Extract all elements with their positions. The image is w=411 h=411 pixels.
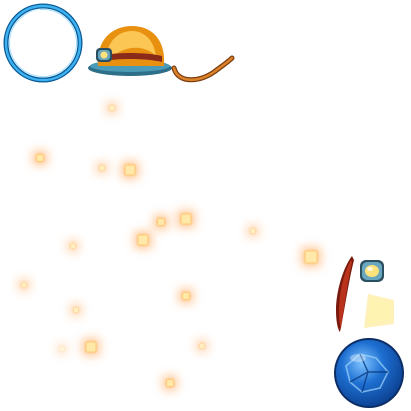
helmet-lamp-icon xyxy=(358,256,388,286)
ember-spark-icon xyxy=(167,380,173,386)
blue-ring-icon xyxy=(2,2,84,84)
ember-spark-icon xyxy=(37,155,43,161)
blue-crystal-orb-icon xyxy=(332,336,406,410)
ember-spark-icon xyxy=(86,342,96,352)
ember-spark-icon xyxy=(74,308,78,312)
ember-spark-icon xyxy=(183,293,189,299)
ember-spark-icon xyxy=(100,166,104,170)
ember-spark-icon xyxy=(138,235,148,245)
ember-spark-icon xyxy=(158,219,164,225)
ember-spark-icon xyxy=(71,244,75,248)
yellow-beam-icon xyxy=(360,290,396,330)
ember-spark-icon xyxy=(181,214,191,224)
ember-spark-icon xyxy=(200,344,204,348)
ember-spark-icon xyxy=(60,347,64,351)
ember-spark-icon xyxy=(251,229,255,233)
ember-spark-icon xyxy=(305,251,317,263)
red-light-cone-icon xyxy=(330,254,356,334)
ember-spark-icon xyxy=(22,283,26,287)
miner-helmet-icon xyxy=(86,22,172,78)
ember-spark-icon xyxy=(110,106,114,110)
helmet-strap-icon xyxy=(170,54,236,84)
ember-spark-icon xyxy=(125,165,135,175)
